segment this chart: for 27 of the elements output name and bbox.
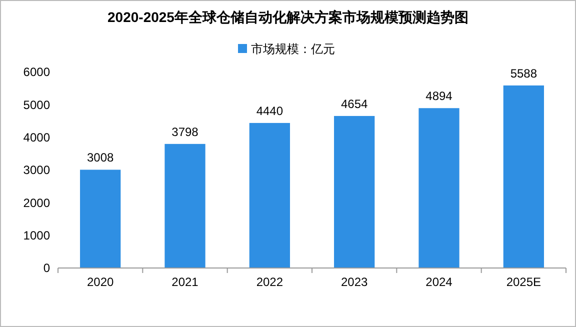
bar xyxy=(418,108,460,268)
bar xyxy=(164,144,206,268)
y-tick-label: 0 xyxy=(43,261,50,276)
data-label: 3798 xyxy=(172,124,199,139)
x-tick-label: 2021 xyxy=(172,275,199,289)
data-label: 4654 xyxy=(340,96,368,111)
x-tick-label: 2020 xyxy=(86,275,114,289)
y-tick-label: 5000 xyxy=(23,98,50,112)
y-tick-label: 4000 xyxy=(23,130,50,145)
chart-title: 2020-2025年全球仓储自动化解决方案市场规模预测趋势图 xyxy=(108,9,468,25)
bar xyxy=(334,116,375,268)
bar xyxy=(80,170,121,268)
bar xyxy=(503,85,544,268)
data-label: 4894 xyxy=(426,89,453,104)
x-tick-label: 2023 xyxy=(340,275,368,289)
x-tick-label: 2024 xyxy=(426,275,453,289)
y-tick-label: 1000 xyxy=(23,228,50,243)
x-tick-label: 2022 xyxy=(256,275,284,289)
y-tick-label: 2000 xyxy=(23,196,50,210)
bar xyxy=(249,122,290,268)
legend-label: 市场规模：亿元 xyxy=(251,42,335,56)
x-tick-label: 2025E xyxy=(506,275,542,289)
y-tick-label: 3000 xyxy=(23,163,50,178)
y-tick-label: 6000 xyxy=(23,65,50,80)
data-label: 4440 xyxy=(256,104,284,118)
data-label: 3008 xyxy=(86,150,114,165)
data-label: 5588 xyxy=(510,66,538,80)
